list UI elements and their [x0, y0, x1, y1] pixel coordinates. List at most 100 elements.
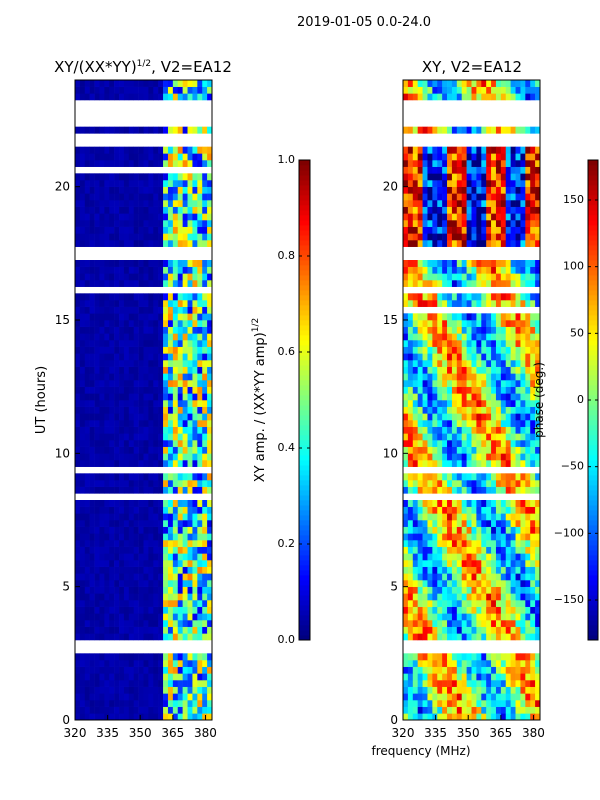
heatmap-cell: [500, 166, 507, 174]
heatmap-cell: [148, 580, 154, 587]
heatmap-cell: [99, 200, 105, 207]
heatmap-cell: [456, 680, 463, 687]
heatmap-cell: [486, 680, 492, 687]
heatmap-cell: [476, 313, 482, 321]
heatmap-cell: [525, 186, 531, 194]
heatmap-cell: [461, 700, 467, 707]
heatmap-cell: [417, 446, 423, 454]
heatmap-cell: [471, 280, 477, 287]
heatmap-cell: [466, 633, 472, 641]
heatmap-cell: [114, 86, 120, 94]
y-tick-label: 5: [390, 580, 398, 594]
heatmap-cell: [505, 566, 511, 574]
heatmap-cell: [505, 273, 511, 281]
heatmap-cell: [89, 153, 95, 161]
heatmap-cell: [148, 586, 154, 594]
heatmap-cell: [163, 313, 169, 321]
heatmap-cell: [451, 460, 458, 467]
heatmap-cell: [138, 186, 144, 194]
heatmap-cell: [500, 266, 507, 274]
heatmap-cell: [437, 580, 443, 587]
colorbar-tick-label: −150: [554, 593, 584, 606]
heatmap-cell: [133, 440, 139, 447]
heatmap-cell: [510, 433, 516, 441]
heatmap-cell: [119, 193, 125, 201]
colorbar-swatch: [588, 285, 598, 291]
heatmap-cell: [89, 500, 95, 507]
colorbar-swatch: [299, 500, 310, 506]
heatmap-cell: [500, 213, 507, 221]
heatmap-cell: [495, 93, 502, 101]
heatmap-cell: [427, 273, 433, 281]
colorbar-swatch: [588, 255, 598, 261]
x-tick-label: 365: [161, 726, 184, 740]
heatmap-cell: [79, 86, 86, 94]
heatmap-cell: [109, 573, 115, 581]
heatmap-cell: [128, 220, 135, 227]
heatmap-cell: [114, 673, 120, 681]
heatmap-cell: [182, 333, 188, 341]
colorbar-swatch: [299, 580, 310, 586]
heatmap-cell: [447, 213, 453, 221]
heatmap-cell: [486, 573, 492, 581]
heatmap-cell: [495, 86, 502, 94]
heatmap-cell: [461, 266, 467, 274]
heatmap-cell: [510, 480, 516, 487]
heatmap-cell: [153, 653, 159, 661]
heatmap-cell: [451, 440, 458, 447]
heatmap-cell: [114, 586, 120, 594]
heatmap-cell: [495, 220, 502, 227]
heatmap-cell: [133, 146, 139, 154]
heatmap-cell: [471, 313, 477, 321]
heatmap-cell: [207, 533, 213, 541]
heatmap-cell: [94, 566, 100, 574]
heatmap-cell: [158, 693, 164, 701]
heatmap-cell: [182, 280, 188, 287]
heatmap-cell: [84, 586, 90, 594]
heatmap-cell: [202, 653, 208, 661]
heatmap-cell: [187, 560, 193, 567]
heatmap-cell: [447, 713, 453, 721]
heatmap-cell: [500, 146, 507, 154]
heatmap-cell: [535, 453, 541, 461]
heatmap-cell: [128, 433, 135, 441]
heatmap-cell: [422, 240, 428, 247]
heatmap-cell: [486, 226, 492, 234]
heatmap-cell: [123, 226, 130, 234]
heatmap-cell: [456, 486, 463, 494]
heatmap-cell: [133, 366, 139, 374]
heatmap-cell: [153, 326, 159, 334]
heatmap-cell: [447, 560, 453, 567]
heatmap-cell: [167, 553, 174, 561]
heatmap-cell: [119, 666, 125, 674]
heatmap-cell: [192, 426, 198, 434]
heatmap-cell: [128, 313, 135, 321]
heatmap-cell: [79, 193, 86, 201]
heatmap-cell: [89, 473, 95, 481]
heatmap-cell: [75, 240, 81, 247]
heatmap-cell: [447, 553, 453, 561]
heatmap-cell: [79, 333, 86, 341]
heatmap-cell: [123, 300, 130, 307]
heatmap-cell: [202, 300, 208, 307]
heatmap-cell: [525, 533, 531, 541]
heatmap-cell: [437, 206, 443, 214]
heatmap-cell: [163, 513, 169, 521]
heatmap-cell: [114, 473, 120, 481]
heatmap-cell: [158, 126, 164, 134]
heatmap-cell: [525, 480, 531, 487]
heatmap-cell: [525, 160, 531, 167]
heatmap-cell: [182, 240, 188, 247]
heatmap-cell: [466, 313, 472, 321]
heatmap-cell: [505, 300, 511, 307]
colorbar-swatch: [299, 210, 310, 216]
heatmap-cell: [427, 240, 433, 247]
heatmap-cell: [481, 220, 487, 227]
heatmap-cell: [182, 400, 188, 407]
heatmap-cell: [442, 393, 448, 401]
heatmap-cell: [202, 393, 208, 401]
heatmap-cell: [123, 320, 130, 327]
heatmap-cell: [510, 193, 516, 201]
heatmap-cell: [476, 206, 482, 214]
heatmap-cell: [153, 240, 159, 247]
